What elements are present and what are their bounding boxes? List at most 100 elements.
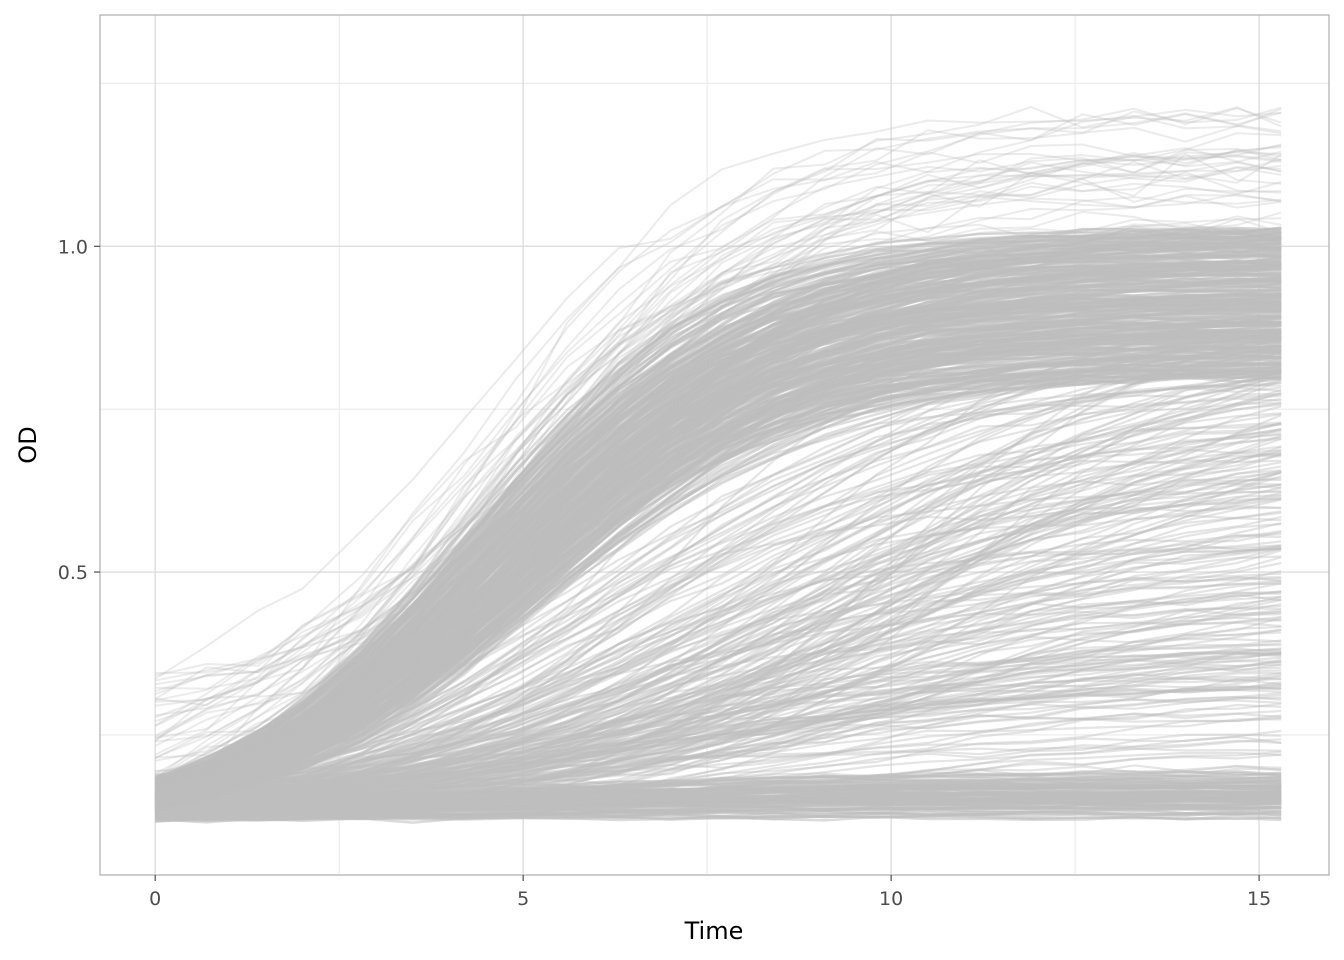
series-line-225 [155,403,1282,803]
series-line-649 [154,300,1282,793]
series-line-240 [155,475,1282,818]
series-line-138 [155,703,1282,805]
series-line-701 [155,161,1282,779]
series-line-184 [155,651,1282,796]
series-line-170 [155,522,1282,816]
series-line-675 [155,171,1282,707]
y-tick-label-0: 0.5 [58,562,88,584]
series-line-700 [154,151,1282,700]
series-line-650 [154,333,1282,797]
series-line-674 [154,181,1282,742]
series-line-262 [155,572,1282,816]
series-line-194 [155,514,1282,793]
series-line-154 [155,648,1282,816]
series-line-279 [155,652,1282,810]
series-line-112 [155,714,1282,798]
series-line-692 [154,150,1282,680]
series-line-301 [155,642,1282,802]
series-line-657 [154,263,1282,811]
series-line-290 [155,452,1282,794]
series-line-97 [155,402,1282,810]
series-line-216 [155,753,1282,796]
series-line-85 [155,779,1282,802]
series-line-683 [154,230,1282,727]
series-line-636 [154,344,1282,813]
series-line-248 [155,696,1282,802]
series-line-699 [155,148,1282,702]
series-line-226 [154,433,1282,811]
series-line-271 [154,428,1282,797]
series-lines [154,106,1282,824]
series-line-175 [155,339,1282,795]
series-line-105 [154,652,1282,798]
series-line-142 [155,448,1282,809]
series-line-661 [154,151,1282,723]
series-line-151 [155,735,1282,815]
series-line-215 [155,677,1282,796]
series-line-277 [155,445,1282,790]
series-line-666 [155,132,1282,781]
series-line-254 [155,427,1282,800]
series-line-153 [155,422,1282,793]
series-line-176 [155,666,1282,792]
series-line-651 [154,333,1282,780]
series-line-171 [155,607,1282,811]
series-line-690 [155,155,1282,743]
series-line-204 [155,652,1282,794]
series-line-163 [155,330,1282,798]
series-line-192 [155,392,1282,806]
series-line-283 [155,611,1282,796]
series-line-221 [155,395,1282,808]
series-line-144 [155,370,1282,798]
series-line-229 [155,379,1282,810]
series-line-286 [155,575,1282,791]
series-line-110 [155,498,1282,815]
series-line-704 [154,143,1282,775]
series-line-166 [154,432,1282,812]
series-line-269 [155,647,1282,814]
series-line-307 [155,544,1282,792]
series-line-235 [155,661,1282,806]
series-line-146 [155,739,1282,812]
series-line-665 [155,223,1282,762]
series-line-90 [155,675,1282,813]
series-line-693 [155,193,1282,773]
series-line-263 [155,391,1282,794]
series-line-186 [155,702,1282,815]
series-line-288 [155,454,1282,812]
series-line-210 [155,729,1282,819]
series-line-684 [154,113,1282,677]
series-line-293 [155,449,1282,804]
series-line-108 [155,595,1282,807]
series-line-206 [155,477,1282,792]
series-line-93 [155,779,1282,815]
series-line-152 [155,604,1282,814]
series-line-694 [155,107,1282,682]
series-line-292 [155,484,1282,799]
series-line-685 [155,153,1282,773]
series-line-294 [155,544,1282,799]
series-line-306 [155,685,1282,802]
series-line-667 [155,106,1282,783]
series-line-679 [154,194,1282,790]
series-line-224 [155,672,1282,816]
series-line-641 [154,322,1282,808]
series-line-157 [155,656,1282,804]
series-line-158 [155,718,1282,804]
series-line-274 [155,659,1282,807]
series-line-668 [155,236,1282,690]
series-line-115 [155,581,1282,810]
series-line-190 [155,469,1282,787]
series-line-180 [155,595,1282,806]
series-line-209 [155,590,1282,805]
series-line-250 [155,764,1282,804]
series-line-217 [155,547,1282,805]
series-line-198 [154,483,1282,800]
series-line-111 [155,698,1282,807]
series-line-264 [155,386,1282,814]
series-line-98 [155,659,1282,788]
series-line-92 [155,691,1282,805]
series-line-275 [155,471,1282,805]
series-line-312 [154,383,1282,815]
series-line-673 [154,161,1282,728]
